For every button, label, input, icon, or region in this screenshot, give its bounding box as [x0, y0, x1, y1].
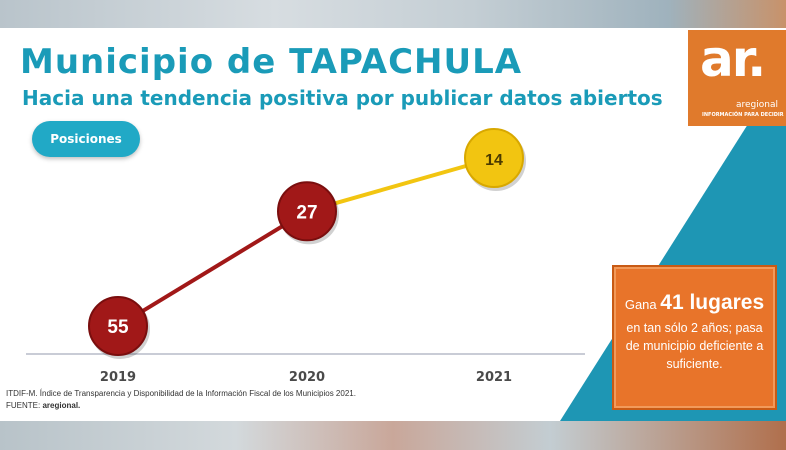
data-label: 27	[296, 202, 317, 223]
data-point-2019: 55	[88, 296, 150, 359]
x-tick-label-2021: 2021	[476, 370, 512, 385]
data-point-marker	[464, 128, 524, 188]
footnote-source-label: FUENTE:	[6, 401, 41, 410]
legend-pill: Posiciones	[32, 121, 140, 157]
aregional-logo: ar. aregional INFORMACIÓN PARA DECIDIR	[688, 30, 786, 126]
logo-tagline: INFORMACIÓN PARA DECIDIR	[702, 112, 784, 118]
x-tick-label-2019: 2019	[100, 370, 136, 385]
top-background-strip	[0, 0, 786, 28]
callout-text: en tan sólo 2 años; pasa de municipio de…	[625, 321, 764, 371]
line-segment-2019-2020	[116, 209, 309, 328]
data-point-2021: 14	[464, 128, 526, 191]
footnote-source: FUENTE: aregional.	[6, 400, 356, 412]
footnote-citation: ITDIF-M. Índice de Transparencia y Dispo…	[6, 389, 356, 398]
callout-headline: Gana 41 lugares	[614, 291, 775, 315]
x-tick-label-2020: 2020	[289, 370, 325, 385]
logo-mark: ar.	[700, 30, 766, 88]
footnote-source-value: aregional.	[42, 401, 81, 410]
footnote: ITDIF-M. Índice de Transparencia y Dispo…	[6, 388, 356, 412]
logo-name: aregional	[736, 100, 778, 110]
data-point-marker	[277, 181, 337, 242]
page-title: Municipio de TAPACHULA	[20, 42, 523, 82]
ranking-line-chart: 55 27 14 2019 2020 2021	[26, 128, 585, 385]
data-point-marker	[88, 296, 148, 356]
callout-highlight: 41 lugares	[660, 291, 765, 314]
page-subtitle: Hacia una tendencia positiva por publica…	[22, 86, 663, 110]
data-label: 55	[107, 317, 129, 338]
callout-prefix: Gana	[624, 297, 657, 312]
data-point-2020: 27	[277, 181, 339, 245]
line-segment-2020-2021	[306, 156, 495, 214]
data-label: 14	[485, 152, 503, 169]
bottom-background-strip	[0, 421, 786, 450]
infographic-slide: Municipio de TAPACHULA Hacia una tendenc…	[0, 28, 786, 421]
callout-box: Gana 41 lugares en tan sólo 2 años; pasa…	[612, 265, 777, 410]
